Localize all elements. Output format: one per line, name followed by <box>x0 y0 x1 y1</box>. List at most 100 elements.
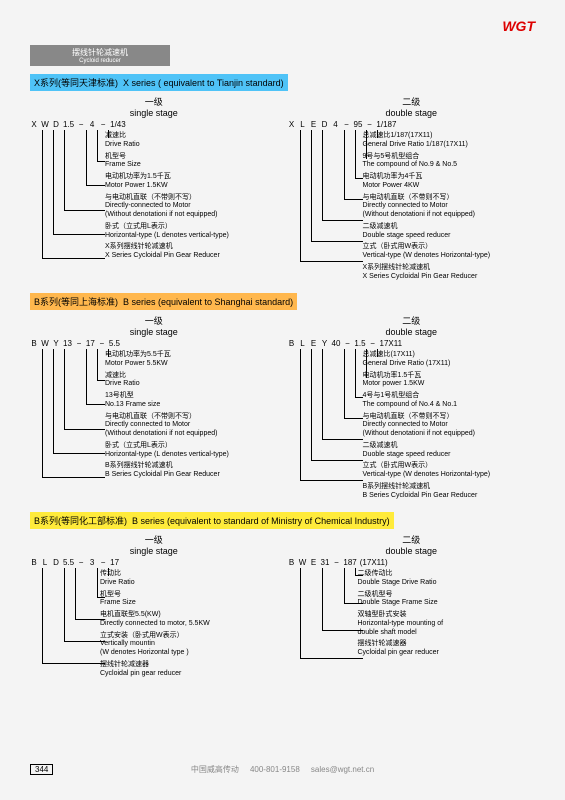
stage-title: 二级double stage <box>288 314 536 337</box>
code-letters: BWY13−17−5.5 <box>30 339 120 348</box>
desc-cn: 4号与1号机型组合 <box>363 392 491 401</box>
code-char: 13 <box>63 339 72 348</box>
stage-title: 二级double stage <box>288 533 536 556</box>
stage-column: 二级double stageBWE31−187(17X11)二级传动比Doubl… <box>288 533 536 688</box>
desc-cn: 电动机功率为1.5千瓦 <box>105 173 229 182</box>
desc-item: 机型号Frame Size <box>105 153 229 171</box>
desc-en: Double Stage Frame Size <box>358 599 444 608</box>
code-char: − <box>365 120 373 129</box>
desc-item: 卧式（立式用L表示）Horizontal-type (L denotes ver… <box>105 442 229 460</box>
bracket-line <box>42 130 105 259</box>
desc-en: X Series Cycloidal Pin Gear Reducer <box>105 252 229 261</box>
desc-cn: 电机直联型5.5(KW) <box>100 611 210 620</box>
desc-cn: 传动比 <box>100 570 210 579</box>
bracket-line <box>42 349 105 478</box>
code-char: − <box>369 339 377 348</box>
desc-item: 4号与1号机型组合The compound of No.4 & No.1 <box>363 392 491 410</box>
code-char: 17X11 <box>380 339 403 348</box>
desc-en: Directly connected to Motor(Without deno… <box>105 421 229 439</box>
desc-en: General Drive Ratio (17X11) <box>363 360 491 369</box>
code-letters: XLED4−95−1/187 <box>288 120 397 129</box>
desc-item: 摆线针轮减速器Cycloidal pin gear reducer <box>100 661 210 679</box>
desc-cn: 卧式（立式用L表示） <box>105 223 229 232</box>
section-title: B系列(等同化工部标准) B series (equivalent to sta… <box>30 512 394 529</box>
code-char: Y <box>321 339 329 348</box>
desc-item: 电动机功率为5.5千瓦Motor Power 5.5KW <box>105 351 229 369</box>
code-char: E <box>310 120 318 129</box>
desc-item: 摆线针轮减速器Cycloidal pin gear reducer <box>358 640 444 658</box>
bracket-line <box>300 130 363 262</box>
desc-en: Cycloidal pin gear reducer <box>100 670 210 679</box>
desc-item: 与电动机直联（不带则不写）Directly connected to Motor… <box>363 413 491 439</box>
desc-cn: 与电动机直联（不带则不写） <box>363 194 491 203</box>
code-diagram: BLEY40−1.5−17X11 总减速比(17X11)General Drive… <box>288 339 536 504</box>
code-char: 187 <box>343 558 356 567</box>
desc-item: 总减速比(17X11)General Drive Ratio (17X11) <box>363 351 491 369</box>
section-row: 一级single stageXWD1.5−4−1/43减速比Drive Rati… <box>30 95 535 285</box>
code-char: 4 <box>88 120 96 129</box>
header-en: Cycloid reducer <box>40 58 160 64</box>
stage-column: 二级double stage BLEY40−1.5−17X11 总减速比(17X11… <box>288 314 536 504</box>
desc-item: 电机直联型5.5(KW)Directly connected to motor,… <box>100 611 210 629</box>
desc-cn: 机型号 <box>105 153 229 162</box>
section-row: 一级single stageBWY13−17−5.5电动机功率为5.5千瓦Mot… <box>30 314 535 504</box>
desc-en: Horizontal-type (L denotes vertical-type… <box>105 451 229 460</box>
bracket-line <box>300 349 363 481</box>
desc-en: Motor Power 5.5KW <box>105 360 229 369</box>
code-letters: BLEY40−1.5−17X11 <box>288 339 403 348</box>
desc-list: 传动比Drive Ratio 机型号Frame Size 电机直联型5.5(KW)D… <box>100 570 210 681</box>
desc-en: B Series Cycloidal Pin Gear Reducer <box>105 471 229 480</box>
code-char: Y <box>52 339 60 348</box>
desc-cn: 机型号 <box>100 591 210 600</box>
desc-item: 二级机型号Double Stage Frame Size <box>358 591 444 609</box>
desc-en: Directly connected to motor, 5.5KW <box>100 620 210 629</box>
stage-title: 二级double stage <box>288 95 536 118</box>
desc-cn: B系列摆线针轮减速机 <box>363 483 491 492</box>
desc-cn: 二级减速机 <box>363 442 491 451</box>
desc-item: X系列摆线针轮减速机X Series Cycloidal Pin Gear Re… <box>105 243 229 261</box>
code-char: − <box>99 558 107 567</box>
desc-cn: 电动机功率为5.5千瓦 <box>105 351 229 360</box>
stage-title: 一级single stage <box>30 314 278 337</box>
code-char: 1/187 <box>376 120 396 129</box>
code-char: D <box>52 558 60 567</box>
desc-en: Duoble stage speed reducer <box>363 451 491 460</box>
desc-cn: 9号与5号机型组合 <box>363 153 491 162</box>
desc-list: 电动机功率为5.5千瓦Motor Power 5.5KW 减速比Drive Rat… <box>105 351 229 483</box>
desc-item: 机型号Frame Size <box>100 591 210 609</box>
code-char: E <box>310 339 318 348</box>
code-char: − <box>332 558 340 567</box>
code-char: − <box>343 339 351 348</box>
desc-item: 电动机功率为4千瓦Motor Power 4KW <box>363 173 491 191</box>
desc-item: 与电动机直联（不带则不写）Directly connected to Motor… <box>105 413 229 439</box>
desc-en: Horizontal-type mounting ofdouble shaft … <box>358 620 444 638</box>
desc-item: 二级传动比Double Stage Drive Ratio <box>358 570 444 588</box>
desc-en: Drive Ratio <box>100 579 210 588</box>
code-char: L <box>299 339 307 348</box>
desc-item: 与电动机直联（不带则不写）Directly connected to Motor… <box>363 194 491 220</box>
desc-cn: 卧式（立式用L表示） <box>105 442 229 451</box>
code-char: 3 <box>88 558 96 567</box>
code-diagram: BWY13−17−5.5 电动机功率为5.5千瓦Motor Power 5.5KW… <box>30 339 278 504</box>
code-char: 5.5 <box>63 558 74 567</box>
desc-en: Directly connected to Motor(Without deno… <box>363 421 491 439</box>
code-letters: XWD1.5−4−1/43 <box>30 120 126 129</box>
section-row: 一级single stageBLD5.5−3−17传动比Drive Ratio机… <box>30 533 535 688</box>
desc-item: 电动机功率为1.5千瓦Motor Power 1.5KW <box>105 173 229 191</box>
desc-item: 减速比Drive Ratio <box>105 372 229 390</box>
desc-cn: B系列摆线针轮减速机 <box>105 462 229 471</box>
code-char: 1.5 <box>63 120 74 129</box>
code-char: B <box>288 558 296 567</box>
code-diagram: BLD5.5−3−17传动比Drive Ratio机型号Frame Size电机… <box>30 558 278 688</box>
code-char: B <box>30 558 38 567</box>
code-char: L <box>299 120 307 129</box>
code-diagram: XWD1.5−4−1/43减速比Drive Ratio机型号Frame Size… <box>30 120 278 285</box>
desc-item: 二级减速机Double stage speed reducer <box>363 223 491 241</box>
desc-item: X系列摆线针轮减速机X Series Cycloidal Pin Gear Re… <box>363 264 491 282</box>
desc-en: Double stage speed reducer <box>363 232 491 241</box>
code-char: − <box>75 339 83 348</box>
desc-cn: 立式（卧式用W表示） <box>363 243 491 252</box>
desc-item: 立式（卧式用W表示）Vertical-type (W denotes Horiz… <box>363 462 491 480</box>
desc-list: 减速比Drive Ratio机型号Frame Size电动机功率为1.5千瓦Mo… <box>105 132 229 264</box>
desc-en: Motor power 1.5KW <box>363 380 491 389</box>
